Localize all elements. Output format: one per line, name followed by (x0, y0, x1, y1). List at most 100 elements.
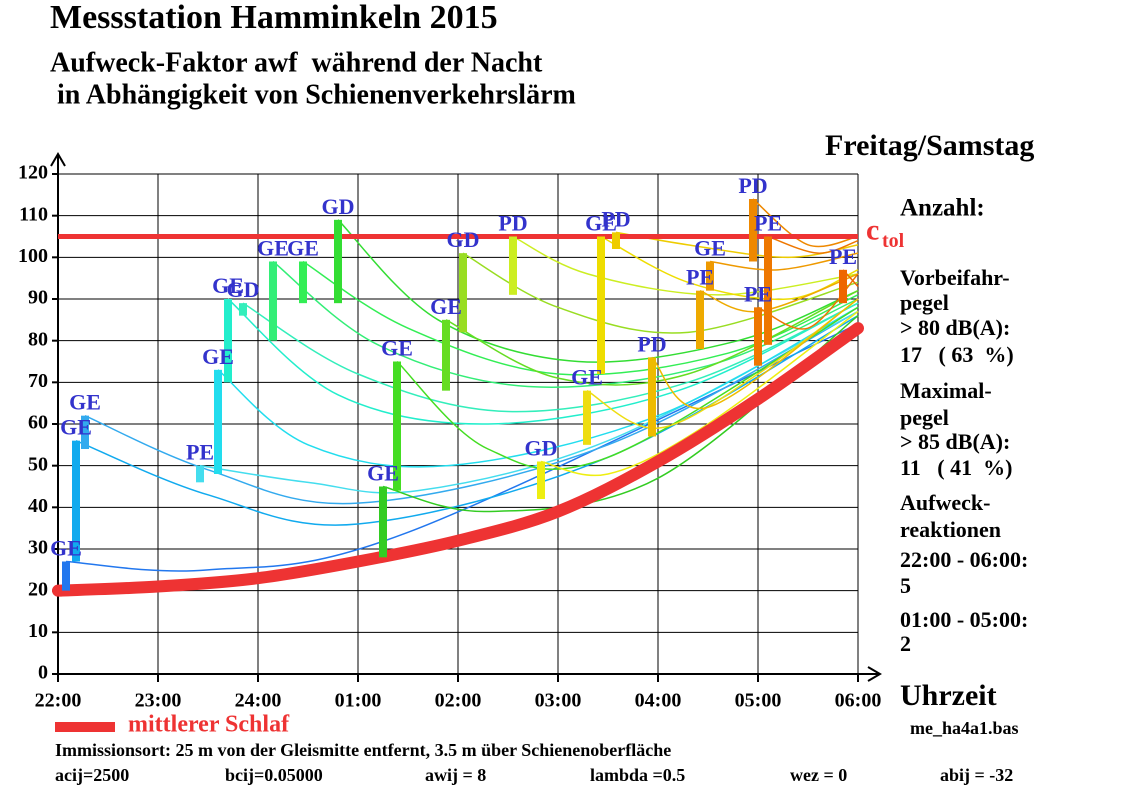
event-label: GE (257, 236, 289, 261)
side-text: Maximal- (900, 378, 992, 403)
event-label: GE (694, 236, 726, 261)
event-label: GD (227, 277, 260, 302)
side-text: Anzahl: (900, 195, 985, 222)
y-tick-label: 70 (28, 370, 48, 392)
event-bar (62, 561, 70, 591)
x-tick-label: 24:00 (235, 690, 282, 712)
x-tick-label: 03:00 (535, 690, 582, 712)
side-text: Aufweck- (900, 490, 990, 515)
side-text: 01:00 - 05:00: (900, 607, 1028, 632)
event-bar (706, 261, 714, 291)
event-bar (537, 461, 545, 499)
parameter: acij=2500 (55, 765, 129, 785)
location: Immissionsort: 25 m von der Gleismitte e… (55, 740, 671, 760)
recovery-curve (709, 252, 859, 271)
event-label: GE (287, 236, 319, 261)
y-tick-label: 10 (28, 620, 48, 642)
parameter: wez = 0 (790, 765, 847, 785)
side-text: > 80 dB(A): (900, 315, 1010, 340)
event-bar (509, 236, 517, 295)
recovery-curve (752, 198, 859, 248)
y-tick-label: 50 (28, 453, 48, 475)
event-label: GE (430, 294, 462, 319)
file-name: me_ha4a1.bas (910, 718, 1019, 738)
event-label: PE (829, 244, 857, 269)
event-label: GE (69, 390, 101, 415)
x-tick-label: 06:00 (835, 690, 882, 712)
baseline-line (52, 322, 864, 597)
event-label: GE (585, 211, 617, 236)
event-bar (696, 290, 704, 349)
event-label: PE (686, 265, 714, 290)
subtitle: in Abhängigkeit von Schienenverkehrslärm (50, 79, 576, 110)
event-bar (196, 465, 204, 483)
recovery-curve (396, 306, 859, 470)
event-bar (393, 361, 401, 491)
recovery-curve (540, 310, 859, 477)
event-bar (754, 307, 762, 366)
recovery-curve (337, 219, 859, 363)
x-tick-label: 01:00 (335, 690, 382, 712)
side-text: Vorbeifahr- (900, 265, 1010, 290)
y-tick-label: 120 (18, 162, 48, 184)
side-text: 11 ( 41 %) (900, 455, 1012, 480)
side-text: 22:00 - 06:00: (900, 547, 1028, 572)
event-label: PD (601, 206, 630, 231)
x-axis (58, 666, 882, 682)
event-bar (269, 261, 277, 341)
recovery-curve (767, 235, 859, 254)
event-bar (442, 319, 450, 391)
x-tick-label: 02:00 (435, 690, 482, 712)
event-bar (214, 369, 222, 474)
recovery-curve (75, 315, 859, 526)
event-bar (648, 357, 656, 437)
recovery-curve (462, 252, 859, 334)
threshold-label: c (866, 213, 879, 246)
recovery-curve (512, 235, 859, 296)
recovery-curve (651, 298, 859, 410)
event-label: PD (498, 211, 527, 236)
event-bar (379, 486, 387, 558)
event-label: GD (447, 227, 480, 252)
side-text: 5 (900, 573, 911, 598)
side-text: 2 (900, 631, 911, 656)
side-text: > 85 dB(A): (900, 429, 1010, 454)
threshold-label-sub: tol (882, 230, 905, 252)
parameter: lambda =0.5 (590, 765, 685, 785)
recovery-curve (84, 310, 859, 505)
recovery-curve (227, 298, 859, 425)
chart-title: Messstation Hamminkeln 2015 (50, 0, 498, 36)
y-tick-label: 90 (28, 287, 48, 309)
event-bar (597, 236, 605, 374)
event-label: GE (60, 415, 92, 440)
event-label: PE (744, 281, 772, 306)
y-tick-label: 40 (28, 495, 48, 517)
event-label: PE (754, 211, 782, 236)
event-bar (839, 269, 847, 304)
y-tick-label: 110 (19, 203, 48, 225)
event-label: GE (571, 365, 603, 390)
event-label: PE (186, 440, 214, 465)
event-bar (764, 236, 772, 345)
event-label: PD (738, 173, 767, 198)
event-label: GE (381, 336, 413, 361)
recovery-curve (217, 306, 859, 468)
parameter: abij = -32 (940, 765, 1013, 785)
y-tick-label: 30 (28, 537, 48, 559)
x-axis-label: Uhrzeit (900, 679, 997, 712)
parameter: awij = 8 (425, 765, 486, 785)
event-bar (459, 253, 467, 333)
x-tick-label: 22:00 (35, 690, 82, 712)
day-label: Freitag/Samstag (825, 129, 1034, 162)
event-bar (334, 219, 342, 304)
y-tick-label: 0 (38, 662, 48, 684)
x-tick-label: 04:00 (635, 690, 682, 712)
event-label: GE (50, 536, 82, 561)
side-text: reaktionen (900, 517, 1001, 542)
event-bar (72, 440, 80, 562)
side-text: pegel (900, 290, 949, 315)
x-tick-label: 05:00 (735, 690, 782, 712)
event-label: GE (367, 461, 399, 486)
y-tick-label: 100 (18, 245, 48, 267)
